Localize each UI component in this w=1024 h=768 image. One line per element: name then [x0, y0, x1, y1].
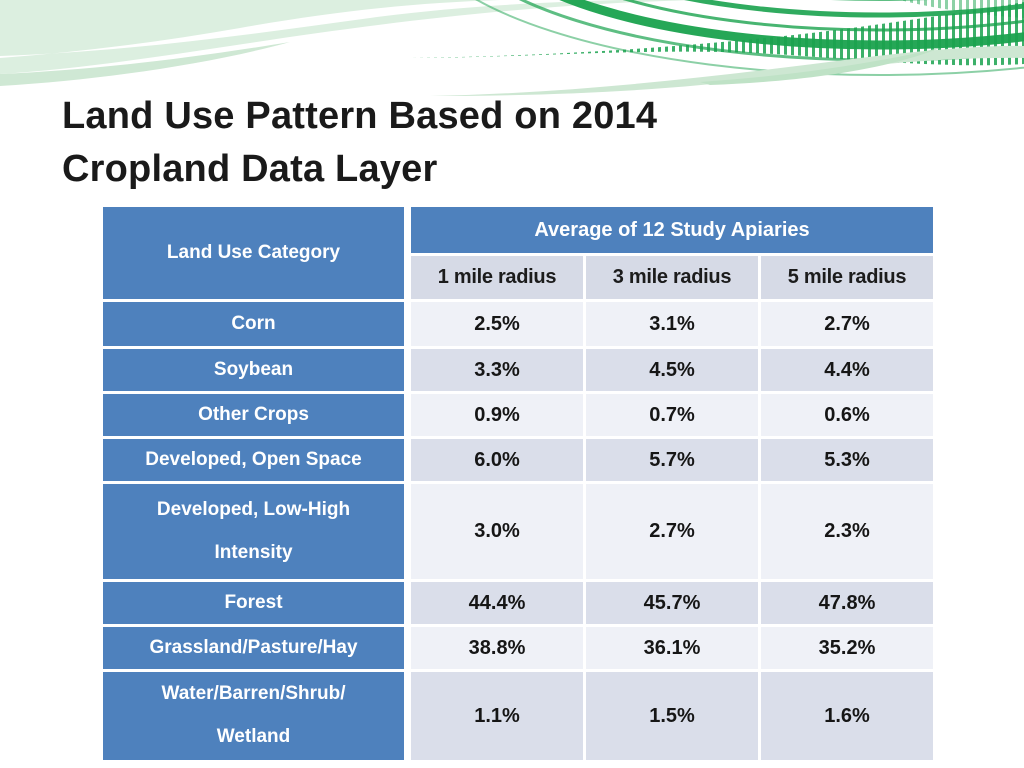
value-cell: 45.7% [586, 582, 758, 624]
category-cell: Forest [103, 582, 408, 624]
value-cell: 5.3% [761, 439, 933, 481]
category-cell: Developed, Open Space [103, 439, 408, 481]
value-cell: 1.5% [586, 672, 758, 760]
value-cell: 5.7% [586, 439, 758, 481]
slide-title-line2: Cropland Data Layer [62, 148, 438, 191]
green-wave-decoration [0, 0, 1024, 96]
category-cell: Soybean [103, 349, 408, 391]
hatched-corner [900, 0, 1024, 18]
value-cell: 2.7% [586, 484, 758, 579]
value-cell: 44.4% [411, 582, 583, 624]
column-header-cell: 5 mile radius [761, 256, 933, 299]
value-cell: 3.1% [586, 302, 758, 346]
value-cell: 6.0% [411, 439, 583, 481]
column-header-cell: 3 mile radius [586, 256, 758, 299]
wave-bottom-curl [700, 48, 940, 85]
category-cell: Corn [103, 302, 408, 346]
category-cell: Developed, Low-High Intensity [103, 484, 408, 579]
value-cell: 2.7% [761, 302, 933, 346]
value-cell: 3.3% [411, 349, 583, 391]
slide-title: Land Use Pattern Based on 2014 Cropland … [62, 90, 942, 196]
wave-pale-lower-left [0, 42, 290, 86]
value-cell: 36.1% [586, 627, 758, 669]
table-grid: Land Use Category Average of 12 Study Ap… [103, 207, 933, 760]
land-use-table: Land Use Category Average of 12 Study Ap… [103, 207, 933, 760]
value-cell: 35.2% [761, 627, 933, 669]
hatched-ribbon [410, 2, 1024, 66]
value-cell: 38.8% [411, 627, 583, 669]
category-cell: Water/Barren/Shrub/ Wetland [103, 672, 408, 760]
column-header-cell: 1 mile radius [411, 256, 583, 299]
value-cell: 4.4% [761, 349, 933, 391]
value-cell: 0.9% [411, 394, 583, 436]
value-cell: 1.1% [411, 672, 583, 760]
value-cell: 1.6% [761, 672, 933, 760]
wave-white-stripe [0, 0, 620, 58]
slide-title-line1: Land Use Pattern Based on 2014 [62, 95, 658, 137]
value-cell: 0.7% [586, 394, 758, 436]
value-cell: 4.5% [586, 349, 758, 391]
category-cell: Other Crops [103, 394, 408, 436]
value-cell: 3.0% [411, 484, 583, 579]
wave-pale-top [0, 0, 700, 74]
value-cell: 2.3% [761, 484, 933, 579]
value-cell: 47.8% [761, 582, 933, 624]
wave-bottom-swoosh [430, 45, 1024, 96]
category-cell: Grassland/Pasture/Hay [103, 627, 408, 669]
group-header-cell: Average of 12 Study Apiaries [411, 207, 933, 253]
corner-header-cell: Land Use Category [103, 207, 408, 299]
value-cell: 2.5% [411, 302, 583, 346]
value-cell: 0.6% [761, 394, 933, 436]
